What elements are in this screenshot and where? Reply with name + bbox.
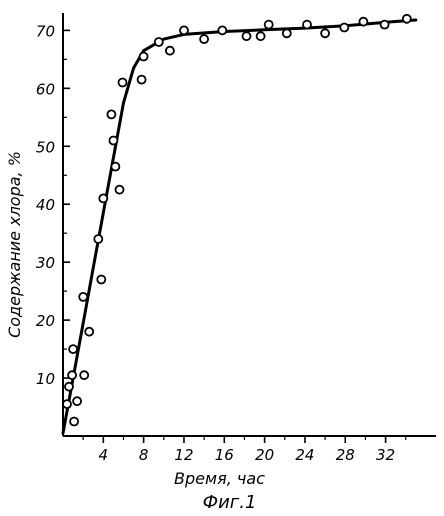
data-point	[93, 234, 104, 244]
x-tick-label: 16	[215, 446, 234, 464]
data-point	[78, 291, 89, 302]
data-point	[108, 135, 119, 146]
data-point	[217, 25, 228, 36]
x-tick-label: 32	[376, 446, 395, 464]
data-point	[241, 31, 252, 42]
x-tick-label: 4	[99, 446, 109, 464]
data-point	[69, 416, 79, 427]
data-point	[72, 396, 82, 407]
data-point	[153, 37, 164, 47]
data-point	[179, 25, 189, 36]
figure-caption: Фиг.1	[203, 492, 257, 513]
y-tick-label: 10	[36, 370, 55, 388]
data-point	[339, 22, 350, 33]
x-tick-label: 20	[255, 446, 274, 464]
x-axis-label: Время, час	[174, 469, 265, 488]
y-tick-label: 70	[36, 22, 55, 40]
data-point	[199, 34, 210, 44]
data-point	[64, 381, 74, 392]
data-point	[379, 19, 390, 30]
y-axis-label: Содержание хлора, %	[5, 151, 24, 338]
data-point	[96, 274, 107, 285]
y-tick-label: 50	[36, 138, 55, 156]
data-point	[358, 16, 369, 27]
x-tick-label: 24	[295, 446, 314, 464]
y-tick-label: 40	[36, 196, 55, 214]
data-point	[401, 13, 412, 24]
y-tick-label: 60	[36, 80, 55, 98]
fit-curve	[61, 18, 418, 435]
data-point	[98, 193, 109, 204]
y-tick-label: 20	[36, 312, 55, 330]
x-tick-label: 8	[139, 446, 149, 464]
data-point	[281, 28, 292, 39]
x-tick-label: 12	[174, 446, 193, 464]
data-point	[106, 109, 117, 120]
data-point	[114, 184, 125, 195]
data-point	[255, 31, 266, 42]
data-point	[136, 74, 147, 85]
y-tick-label: 30	[36, 254, 55, 272]
data-point	[263, 19, 274, 30]
axes	[62, 13, 436, 437]
data-point	[320, 28, 331, 39]
data-point	[84, 326, 95, 337]
tick-labels: 4 8 12 16 20 24 28 32 10 20 30 40 50 60 70	[36, 22, 395, 464]
data-point	[67, 370, 77, 381]
x-tick-label: 28	[336, 446, 355, 464]
data-points	[62, 13, 412, 427]
data-point	[110, 161, 121, 172]
data-point	[302, 19, 312, 30]
data-point	[79, 370, 90, 381]
data-point	[68, 344, 78, 355]
data-point	[164, 45, 175, 56]
axis-ticks	[63, 29, 407, 443]
data-point	[117, 77, 128, 88]
data-point	[62, 399, 72, 410]
data-point	[138, 51, 149, 62]
